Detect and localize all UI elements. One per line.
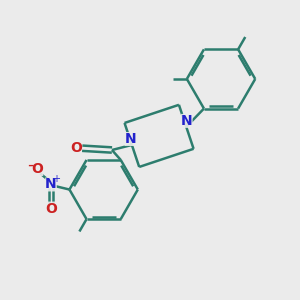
Text: N: N: [45, 178, 57, 191]
Text: -: -: [28, 156, 34, 174]
Text: O: O: [70, 141, 82, 154]
Text: O: O: [45, 202, 57, 216]
Text: O: O: [32, 162, 43, 176]
Text: +: +: [52, 174, 60, 184]
Text: N: N: [124, 132, 136, 146]
Text: N: N: [181, 114, 193, 128]
